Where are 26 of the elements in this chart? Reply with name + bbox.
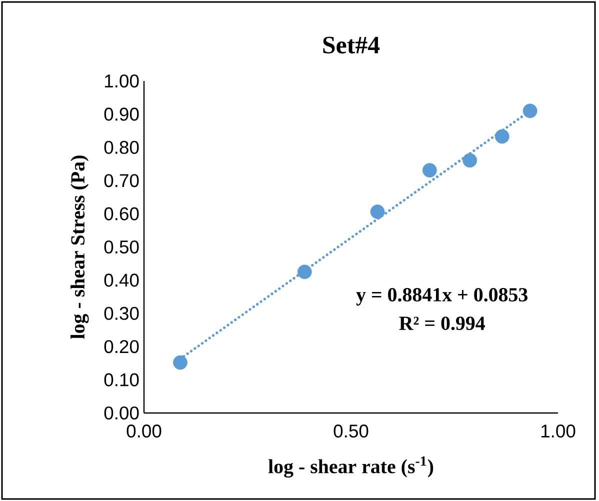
chart-title: Set#4 <box>323 36 380 54</box>
point <box>494 129 510 144</box>
y-tick-label: 0.20 <box>104 340 139 354</box>
y-tick-label: 0.90 <box>104 108 139 121</box>
annotation: y = 0.8841x + 0.0853 <box>356 288 528 306</box>
x-tick-label: 0.50 <box>334 424 368 438</box>
y-tick-label: 0.30 <box>104 306 139 320</box>
x-tick-label: 0.00 <box>126 424 162 438</box>
y-tick-label: 0.60 <box>104 207 139 220</box>
y-tick-label: 0.40 <box>104 274 139 287</box>
y-axis-title: log - shear Stress (Pa) <box>70 156 89 339</box>
x-tick-label: 1.00 <box>541 424 576 438</box>
y-tick-label: 0.00 <box>104 406 139 420</box>
y-tick-label: 0.50 <box>104 240 139 254</box>
y-tick-label: 0.80 <box>104 140 139 154</box>
point <box>422 163 437 178</box>
annotation: R² = 0.994 <box>399 316 485 330</box>
point <box>297 264 312 280</box>
y-tick-label: 0.70 <box>104 174 139 188</box>
point <box>370 204 385 220</box>
y-tick-label: 0.10 <box>104 373 139 386</box>
x-axis-title: log - shear rate (s$^{-1}$) <box>268 456 434 478</box>
point <box>462 153 478 168</box>
point <box>522 104 538 118</box>
y-tick-label: 1.00 <box>105 74 139 88</box>
point <box>173 355 188 370</box>
